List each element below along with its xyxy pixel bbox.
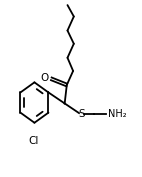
Text: O: O	[40, 73, 49, 83]
Text: NH₂: NH₂	[107, 109, 126, 119]
Text: S: S	[78, 109, 85, 119]
Text: Cl: Cl	[29, 136, 39, 146]
